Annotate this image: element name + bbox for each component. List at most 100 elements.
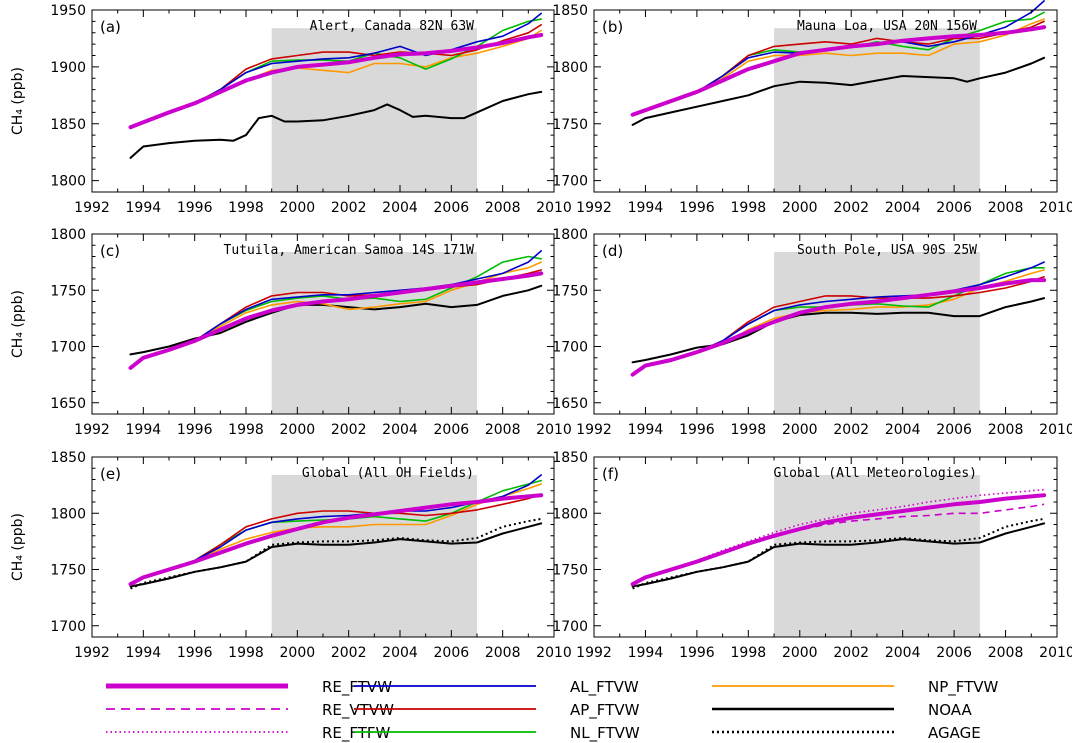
series-line-re-ftvw [128,33,544,130]
x-tick-label: 1992 [74,200,110,216]
x-tick-label: 2000 [280,645,316,661]
x-tick-label: 1994 [126,200,162,216]
panel-letter: (e) [100,465,121,483]
legend-label: AP_FTVW [570,701,640,720]
x-tick-label: 2010 [1039,200,1072,216]
y-tick-label: 1850 [50,450,86,466]
x-tick-label: 2006 [936,422,972,438]
x-tick-label: 1996 [679,200,715,216]
y-tick-label: 1650 [552,396,588,412]
x-tick-label: 2004 [382,200,418,216]
x-tick-label: 1998 [731,422,767,438]
panel-title: Global (All OH Fields) [302,466,474,481]
x-tick-label: 1994 [126,422,162,438]
x-tick-label: 2004 [885,645,921,661]
x-tick-label: 2004 [382,422,418,438]
shaded-period [774,475,980,637]
x-tick-label: 1994 [628,645,664,661]
x-tick-label: 1996 [679,422,715,438]
legend-label: NL_FTVW [570,724,640,743]
series-line-agage [632,517,1045,590]
series-line-re-ftvw [630,25,1047,117]
panel-letter: (b) [602,18,623,36]
x-tick-label: 2006 [434,645,470,661]
panel-letter: (d) [602,242,623,260]
series-line-noaa [129,90,543,159]
x-tick-label: 2008 [988,422,1024,438]
x-tick-label: 2004 [382,645,418,661]
x-tick-label: 1996 [177,645,213,661]
y-tick-label: 1750 [552,117,588,133]
x-tick-label: 2004 [885,200,921,216]
series-line-re-ftvw [630,493,1047,587]
x-tick-label: 2008 [988,200,1024,216]
legend-label: RE_VTVW [322,701,394,720]
y-tick-label: 1850 [50,117,86,133]
series-line-re-ftvw [128,493,544,587]
shaded-period [271,252,477,414]
series-line-noaa [631,56,1046,126]
x-tick-label: 2000 [782,200,818,216]
shaded-period [774,252,980,414]
y-tick-label: 1800 [50,227,86,243]
series-line-noaa [631,522,1046,588]
x-tick-label: 2002 [331,645,367,661]
y-tick-label: 1800 [50,506,86,522]
panel-letter: (f) [602,465,619,483]
y-tick-label: 1850 [552,450,588,466]
panel-title: South Pole, USA 90S 25W [797,243,977,258]
panel-title: Global (All Meteorologies) [774,466,978,481]
x-tick-label: 2010 [1039,645,1072,661]
legend-label: NP_FTVW [928,678,999,697]
panel-letter: (c) [100,242,120,260]
legend: RE_FTVW RE_VTVW RE_FTFW AL_FTVW AP_FTVW NL_FT… [106,678,999,743]
y-tick-label: 1700 [50,340,86,356]
panel-letter: (a) [100,18,121,36]
y-tick-label: 1700 [552,174,588,190]
x-tick-label: 2006 [936,645,972,661]
shaded-period [271,475,477,637]
legend-label: AL_FTVW [570,678,639,697]
y-tick-label: 1900 [50,60,86,76]
legend-label: RE_FTFW [322,724,391,743]
y-tick-label: 1800 [552,506,588,522]
y-tick-label: 1700 [552,619,588,635]
x-tick-label: 1996 [177,200,213,216]
series-line-agage [130,517,542,590]
x-tick-label: 2008 [485,200,521,216]
y-axis-label: CH₄ (ppb) [10,290,26,358]
x-tick-label: 1998 [228,645,264,661]
x-tick-label: 2010 [536,200,572,216]
y-tick-label: 1800 [50,174,86,190]
panel-a: 1992 1994 1996 1998 2000 2002 2004 2006 2008 2010… [10,3,572,216]
x-tick-label: 1992 [576,200,612,216]
legend-label: AGAGE [928,724,981,742]
x-tick-label: 1992 [74,422,110,438]
series-line-noaa [631,297,1046,364]
y-axis-label: CH₄ (ppb) [10,67,26,135]
x-tick-label: 1992 [576,422,612,438]
x-tick-label: 2006 [434,200,470,216]
x-tick-label: 2000 [782,422,818,438]
x-tick-label: 1996 [177,422,213,438]
x-tick-label: 2002 [833,422,869,438]
y-tick-label: 1750 [50,563,86,579]
x-tick-label: 1998 [228,422,264,438]
y-tick-label: 1800 [552,60,588,76]
x-tick-label: 2002 [331,422,367,438]
x-tick-label: 1998 [228,200,264,216]
y-axis-label: CH₄ (ppb) [10,513,26,581]
x-tick-label: 2008 [485,422,521,438]
x-tick-label: 1992 [576,645,612,661]
panel-c: 1992 1994 1996 1998 2000 2002 2004 2006 2008 2010… [10,227,572,438]
x-tick-label: 2008 [988,645,1024,661]
x-tick-label: 2002 [331,200,367,216]
legend-label: RE_FTVW [322,678,392,697]
y-tick-label: 1800 [552,227,588,243]
y-tick-label: 1650 [50,396,86,412]
y-tick-label: 1700 [552,340,588,356]
y-tick-label: 1950 [50,3,86,19]
y-tick-label: 1750 [552,563,588,579]
x-tick-label: 1994 [628,200,664,216]
